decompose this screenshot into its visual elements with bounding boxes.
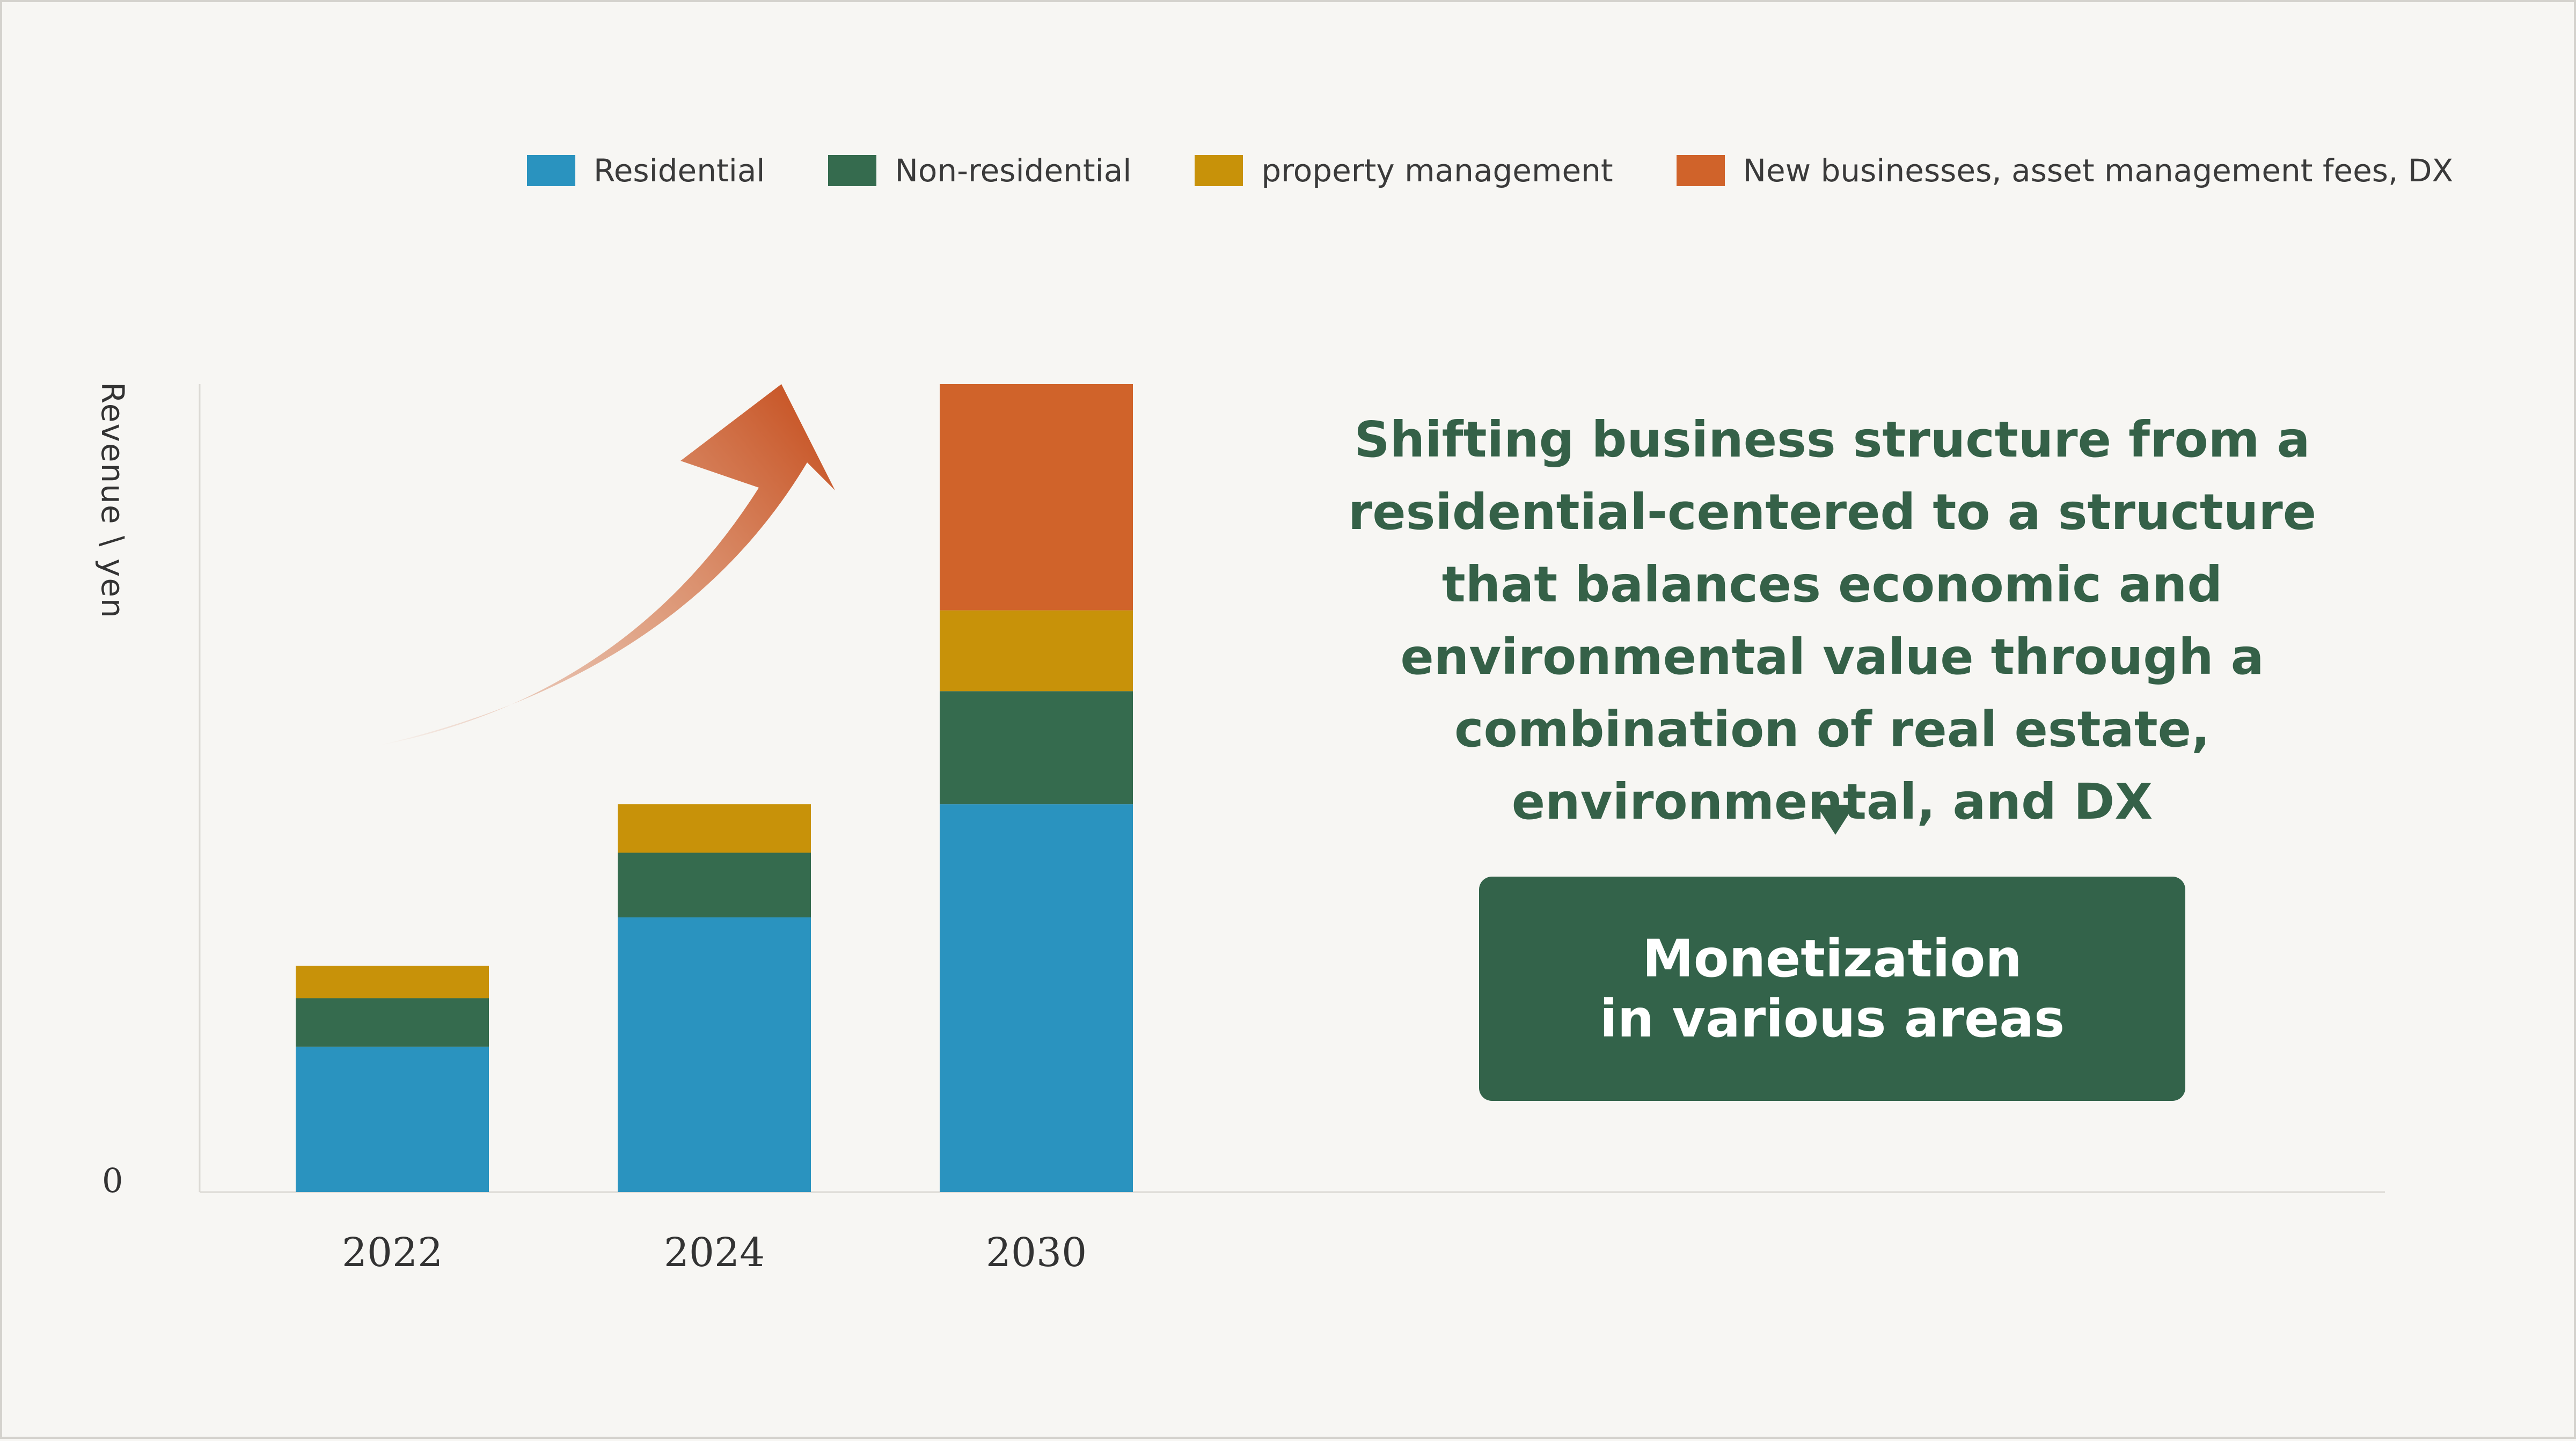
bar-2022-series-1: [296, 998, 489, 1047]
bar-2024-series-0: [618, 917, 811, 1192]
callout-line-2: in various areas: [1599, 989, 2065, 1049]
bar-2022-series-2: [296, 966, 489, 998]
chart-legend: Residential Non-residential property man…: [527, 152, 2453, 189]
bars-layer: [296, 384, 1133, 1192]
legend-label: Residential: [594, 152, 765, 189]
legend-item-non-residential: Non-residential: [828, 152, 1131, 189]
bar-2030-series-3: [940, 384, 1133, 611]
legend-item-new-businesses: New businesses, asset management fees, D…: [1676, 152, 2454, 189]
trend-arrow-icon: [372, 384, 835, 747]
legend-item-residential: Residential: [527, 152, 765, 189]
legend-label: New businesses, asset management fees, D…: [1743, 152, 2454, 189]
monetization-callout: Monetization in various areas: [1479, 877, 2185, 1101]
headline-text: Shifting business structure from a resid…: [1348, 411, 2317, 830]
x-tick-label-2024: 2024: [663, 1230, 765, 1276]
y-tick-label-0: 0: [102, 1161, 123, 1200]
legend-item-property-management: property management: [1195, 152, 1613, 189]
y-axis-label: Revenue \ yen: [94, 382, 131, 619]
x-tick-label-2022: 2022: [341, 1230, 443, 1276]
callout-line-1: Monetization: [1642, 929, 2022, 989]
x-tick-label-2030: 2030: [985, 1230, 1087, 1276]
bar-2024-series-2: [618, 804, 811, 853]
legend-swatch: [527, 155, 575, 186]
bar-2030-series-2: [940, 610, 1133, 692]
legend-swatch: [1195, 155, 1243, 186]
bar-2022-series-0: [296, 1046, 489, 1192]
legend-label: property management: [1261, 152, 1613, 189]
bar-2024-series-1: [618, 852, 811, 917]
bar-2030-series-0: [940, 804, 1133, 1192]
legend-swatch: [1676, 155, 1725, 186]
bar-2030-series-1: [940, 691, 1133, 805]
legend-swatch: [828, 155, 877, 186]
legend-label: Non-residential: [895, 152, 1132, 189]
down-triangle-icon: [1816, 805, 1855, 835]
